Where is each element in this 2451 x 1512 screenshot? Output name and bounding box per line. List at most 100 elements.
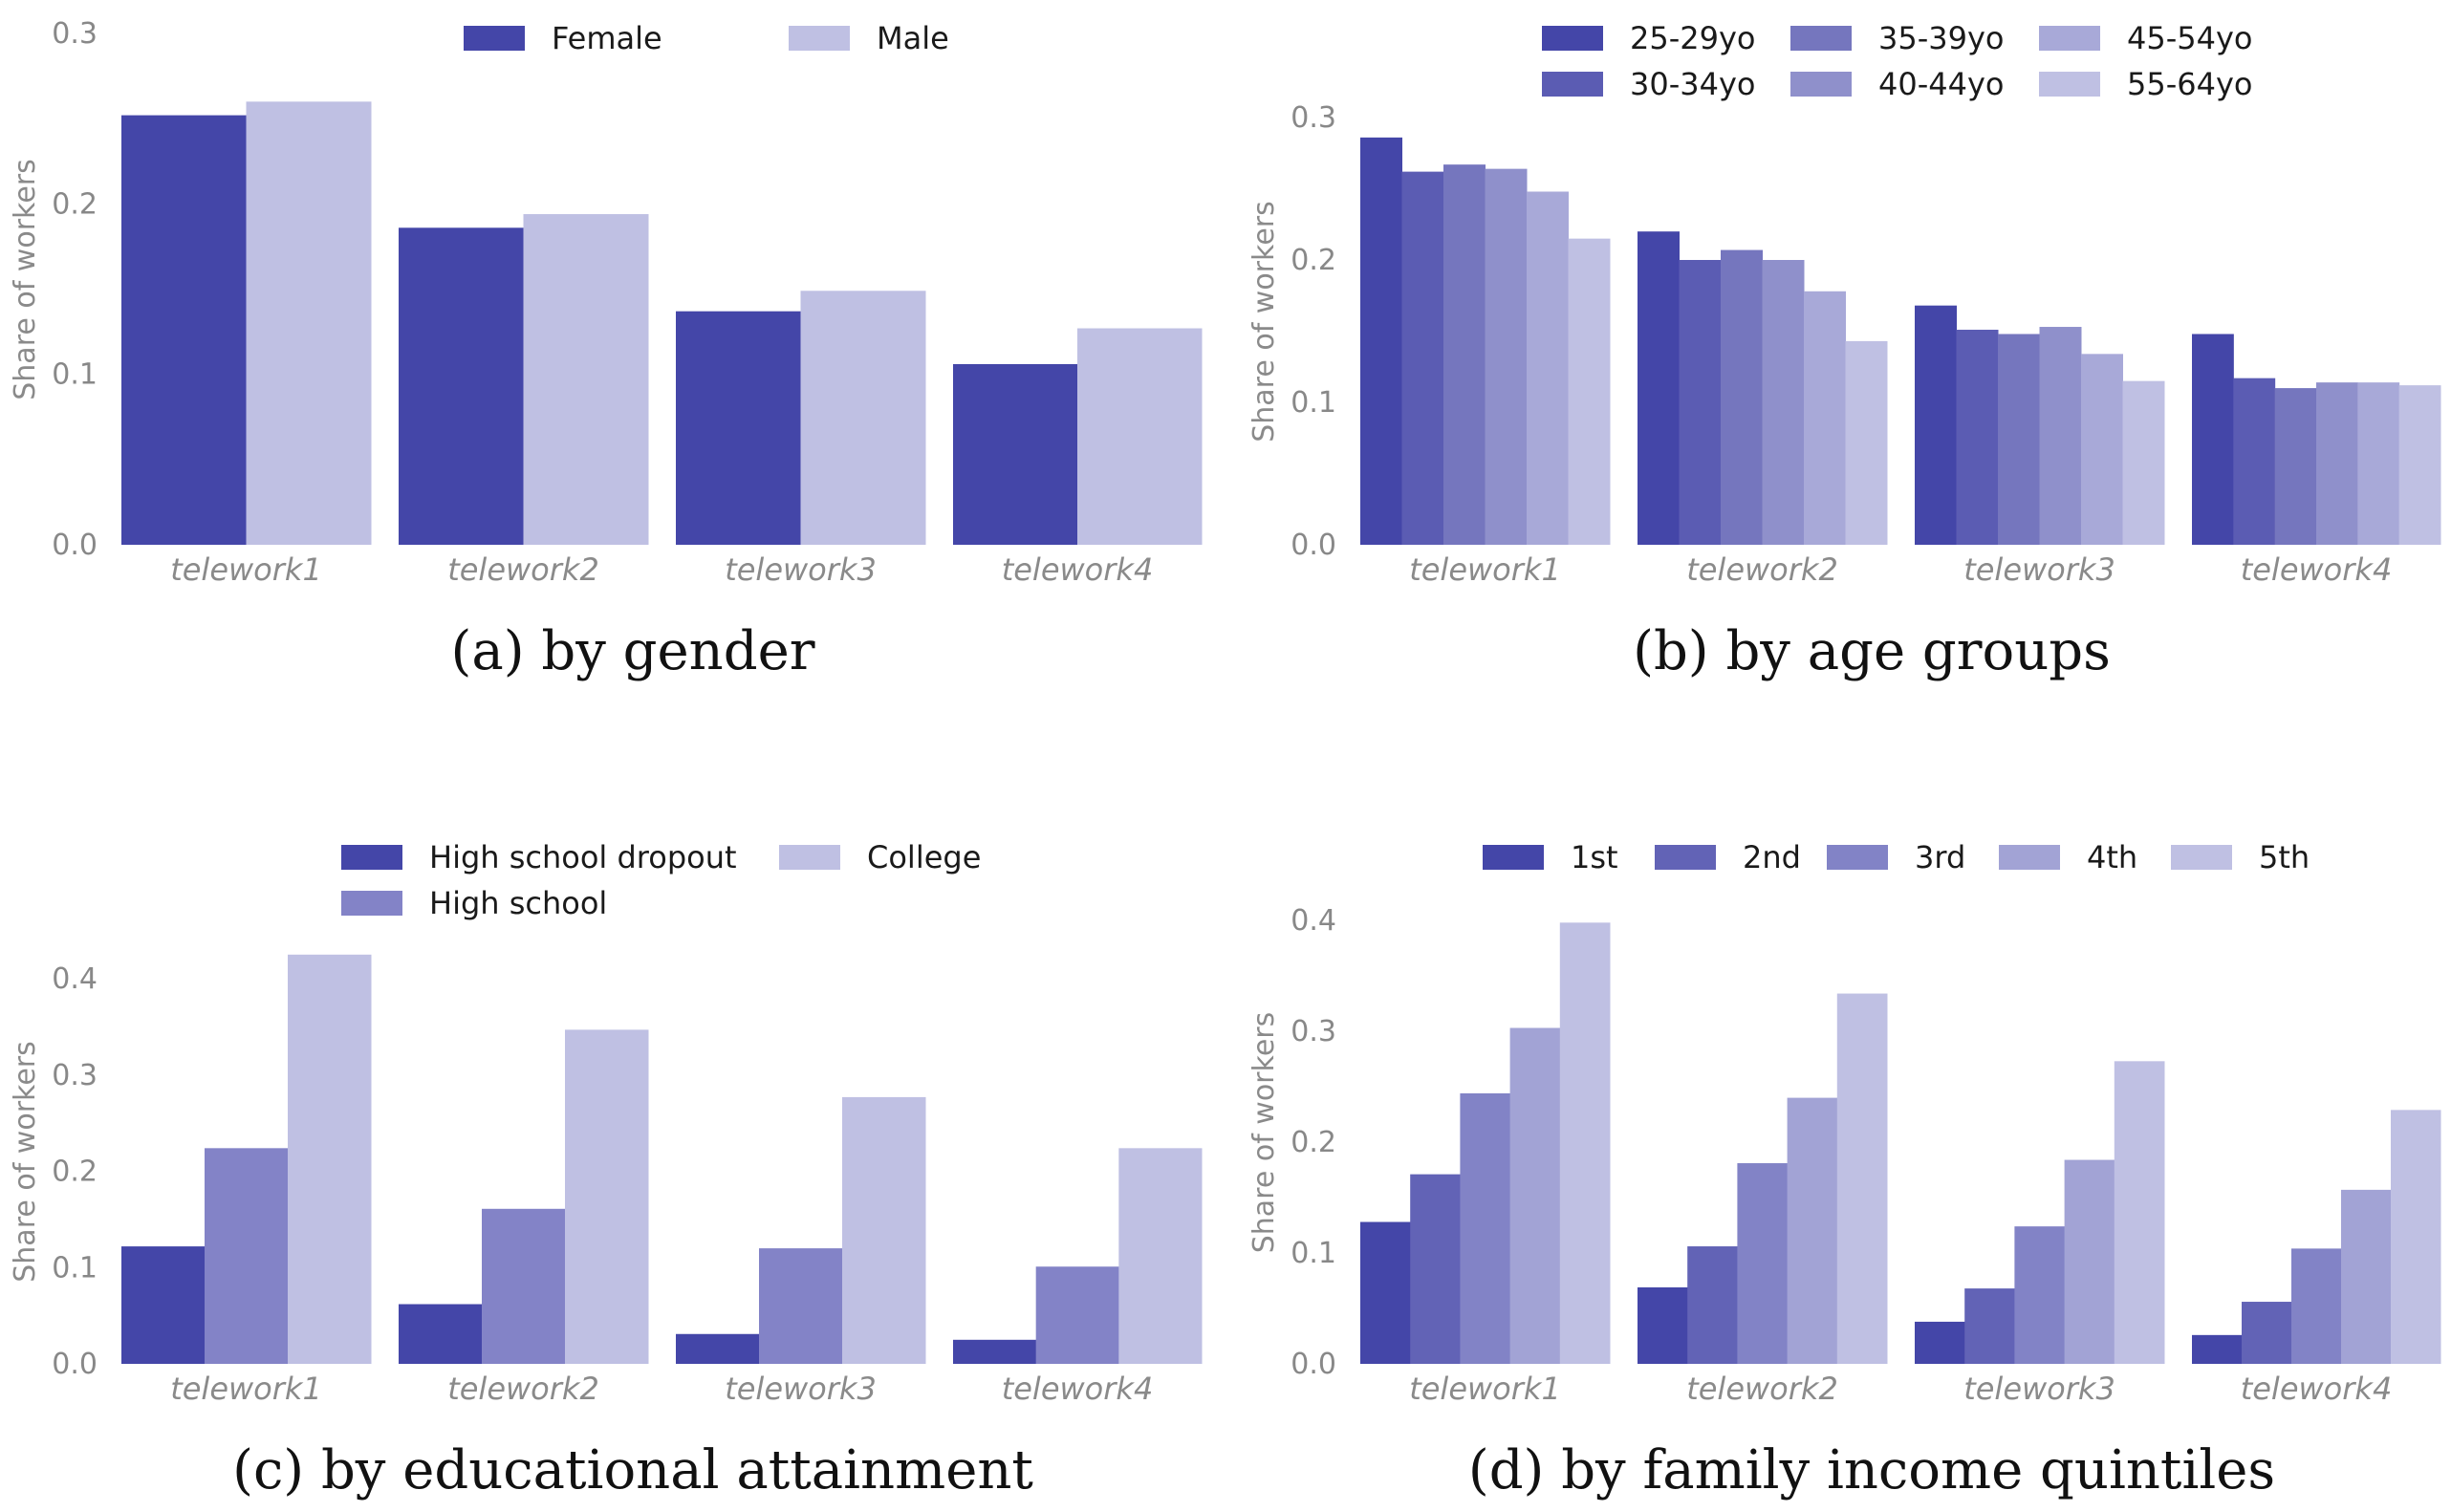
legend-swatch [341, 845, 402, 870]
bar-telework1-4th [1509, 1027, 1561, 1364]
bar-telework2-55-64yo [1845, 340, 1888, 545]
bar-telework3-55-64yo [2122, 380, 2165, 545]
x-tick-label: telework2 [447, 1371, 599, 1407]
bar-telework2-5th [1836, 993, 1888, 1364]
bar-telework2-male [523, 214, 649, 546]
legend: Female Male [464, 20, 949, 56]
bar-telework1-1st [1360, 1221, 1411, 1364]
y-tick-label: 0.1 [52, 358, 98, 392]
bar-telework2-3rd [1737, 1163, 1789, 1364]
y-tick-label: 0.3 [1291, 101, 1336, 135]
bar-telework2-college [565, 1029, 649, 1364]
y-axis-label: Share of workers [9, 1041, 42, 1283]
bar-telework3-40-44yo [2039, 327, 2082, 545]
bar-telework3-25-29yo [1915, 305, 1957, 545]
legend-swatch [1542, 26, 1603, 51]
panel-caption: (a) by gender [451, 620, 815, 682]
bar-telework4-30-34yo [2233, 378, 2276, 545]
x-tick-label: telework3 [1963, 1371, 2115, 1407]
legend-swatch [464, 26, 525, 51]
legend-swatch [1483, 845, 1544, 870]
bar-telework4-high-school [1035, 1266, 1119, 1364]
bar-telework3-1st [1915, 1321, 1965, 1364]
legend: High school dropout High school College [341, 839, 981, 921]
y-tick-label: 0.3 [52, 17, 98, 51]
bar-telework1-55-64yo [1568, 238, 1611, 545]
bar-telework1-high-school [205, 1148, 289, 1364]
panel-caption: (b) by age groups [1633, 620, 2111, 682]
legend-swatch [779, 845, 840, 870]
y-tick-label: 0.0 [1291, 1348, 1336, 1381]
legend-swatch [789, 26, 850, 51]
x-tick-label: telework2 [1686, 1371, 1838, 1407]
y-tick-label: 0.0 [52, 1348, 98, 1381]
y-tick-label: 0.3 [52, 1059, 98, 1092]
x-tick-label: telework4 [1002, 551, 1154, 588]
bar-telework2-female [399, 227, 524, 546]
bar-telework4-40-44yo [2316, 382, 2358, 545]
chart-panel-4: 0.0 0.1 0.2 0.3 0.4 Share of workers telework1… [1247, 839, 2441, 1501]
legend-swatch [2039, 72, 2100, 97]
bar-telework4-college [1118, 1148, 1203, 1364]
chart-panel-3: 0.0 0.1 0.2 0.3 0.4 Share of workers telework1… [9, 839, 1203, 1501]
bar-telework3-female [676, 311, 801, 545]
bar-telework3-male [800, 291, 926, 545]
legend-swatch [2039, 26, 2100, 51]
bar-telework2-40-44yo [1762, 260, 1805, 545]
legend-label: 25-29yo [1630, 20, 1756, 56]
bar-telework1-30-34yo [1401, 171, 1444, 545]
y-axis-label: Share of workers [1247, 201, 1281, 443]
bar-telework3-high-school-dropout [676, 1333, 760, 1364]
bar-telework3-5th [2114, 1061, 2165, 1364]
x-tick-label: telework1 [170, 551, 322, 588]
bar-telework2-2nd [1687, 1246, 1738, 1364]
y-tick-label: 0.1 [1291, 386, 1336, 420]
bar-telework4-high-school-dropout [953, 1339, 1037, 1364]
bar-telework3-college [842, 1096, 926, 1364]
bar-telework1-college [288, 954, 372, 1364]
y-tick-label: 0.4 [52, 962, 98, 996]
legend-label: 45-54yo [2127, 20, 2253, 56]
x-tick-label: telework4 [1002, 1371, 1154, 1407]
bar-telework1-2nd [1410, 1174, 1461, 1364]
legend: 1st 2nd 3rd 4th 5th [1483, 839, 2310, 875]
legend: 25-29yo 30-34yo 35-39yo 40-44yo 45-54yo 55-64… [1542, 20, 2253, 102]
x-tick-label: telework3 [1963, 551, 2115, 588]
bar-telework4-45-54yo [2357, 382, 2400, 545]
legend-swatch [1655, 845, 1716, 870]
bar-telework4-3rd [2291, 1248, 2342, 1364]
bar-telework3-4th [2064, 1159, 2115, 1364]
x-tick-label: telework4 [2241, 1371, 2393, 1407]
legend-label: 4th [2087, 839, 2137, 875]
bar-telework1-5th [1559, 922, 1611, 1364]
x-tick-label: telework3 [725, 551, 877, 588]
bar-telework1-35-39yo [1443, 164, 1486, 546]
legend-label: 3rd [1915, 839, 1965, 875]
x-tick-label: telework4 [2241, 551, 2393, 588]
bar-telework3-30-34yo [1956, 330, 1999, 545]
y-tick-label: 0.1 [52, 1251, 98, 1285]
bar-telework1-25-29yo [1360, 137, 1402, 546]
bar-telework1-male [246, 101, 372, 545]
x-tick-label: telework2 [447, 551, 599, 588]
legend-label: 35-39yo [1878, 20, 2005, 56]
legend-swatch [1790, 72, 1852, 97]
legend-label: High school [429, 885, 607, 921]
bar-telework4-4th [2341, 1189, 2392, 1364]
y-tick-label: 0.0 [52, 529, 98, 562]
legend-swatch [1542, 72, 1603, 97]
legend-label: Female [552, 20, 662, 56]
bar-telework2-45-54yo [1804, 291, 1846, 545]
bar-telework4-35-39yo [2274, 388, 2317, 545]
y-tick-label: 0.2 [52, 187, 98, 221]
y-tick-label: 0.3 [1291, 1015, 1336, 1048]
y-tick-label: 0.2 [1291, 1126, 1336, 1159]
chart-panel-1: 0.0 0.1 0.2 0.3 Share of workers telework1 tel… [9, 17, 1203, 682]
bar-telework2-1st [1638, 1286, 1688, 1364]
bar-telework2-35-39yo [1721, 249, 1763, 545]
y-axis-label: Share of workers [9, 159, 42, 400]
bar-telework2-4th [1787, 1097, 1838, 1364]
chart-panel-2: 0.0 0.1 0.2 0.3 Share of workers telework1 tel… [1247, 20, 2441, 682]
legend-swatch [1827, 845, 1888, 870]
